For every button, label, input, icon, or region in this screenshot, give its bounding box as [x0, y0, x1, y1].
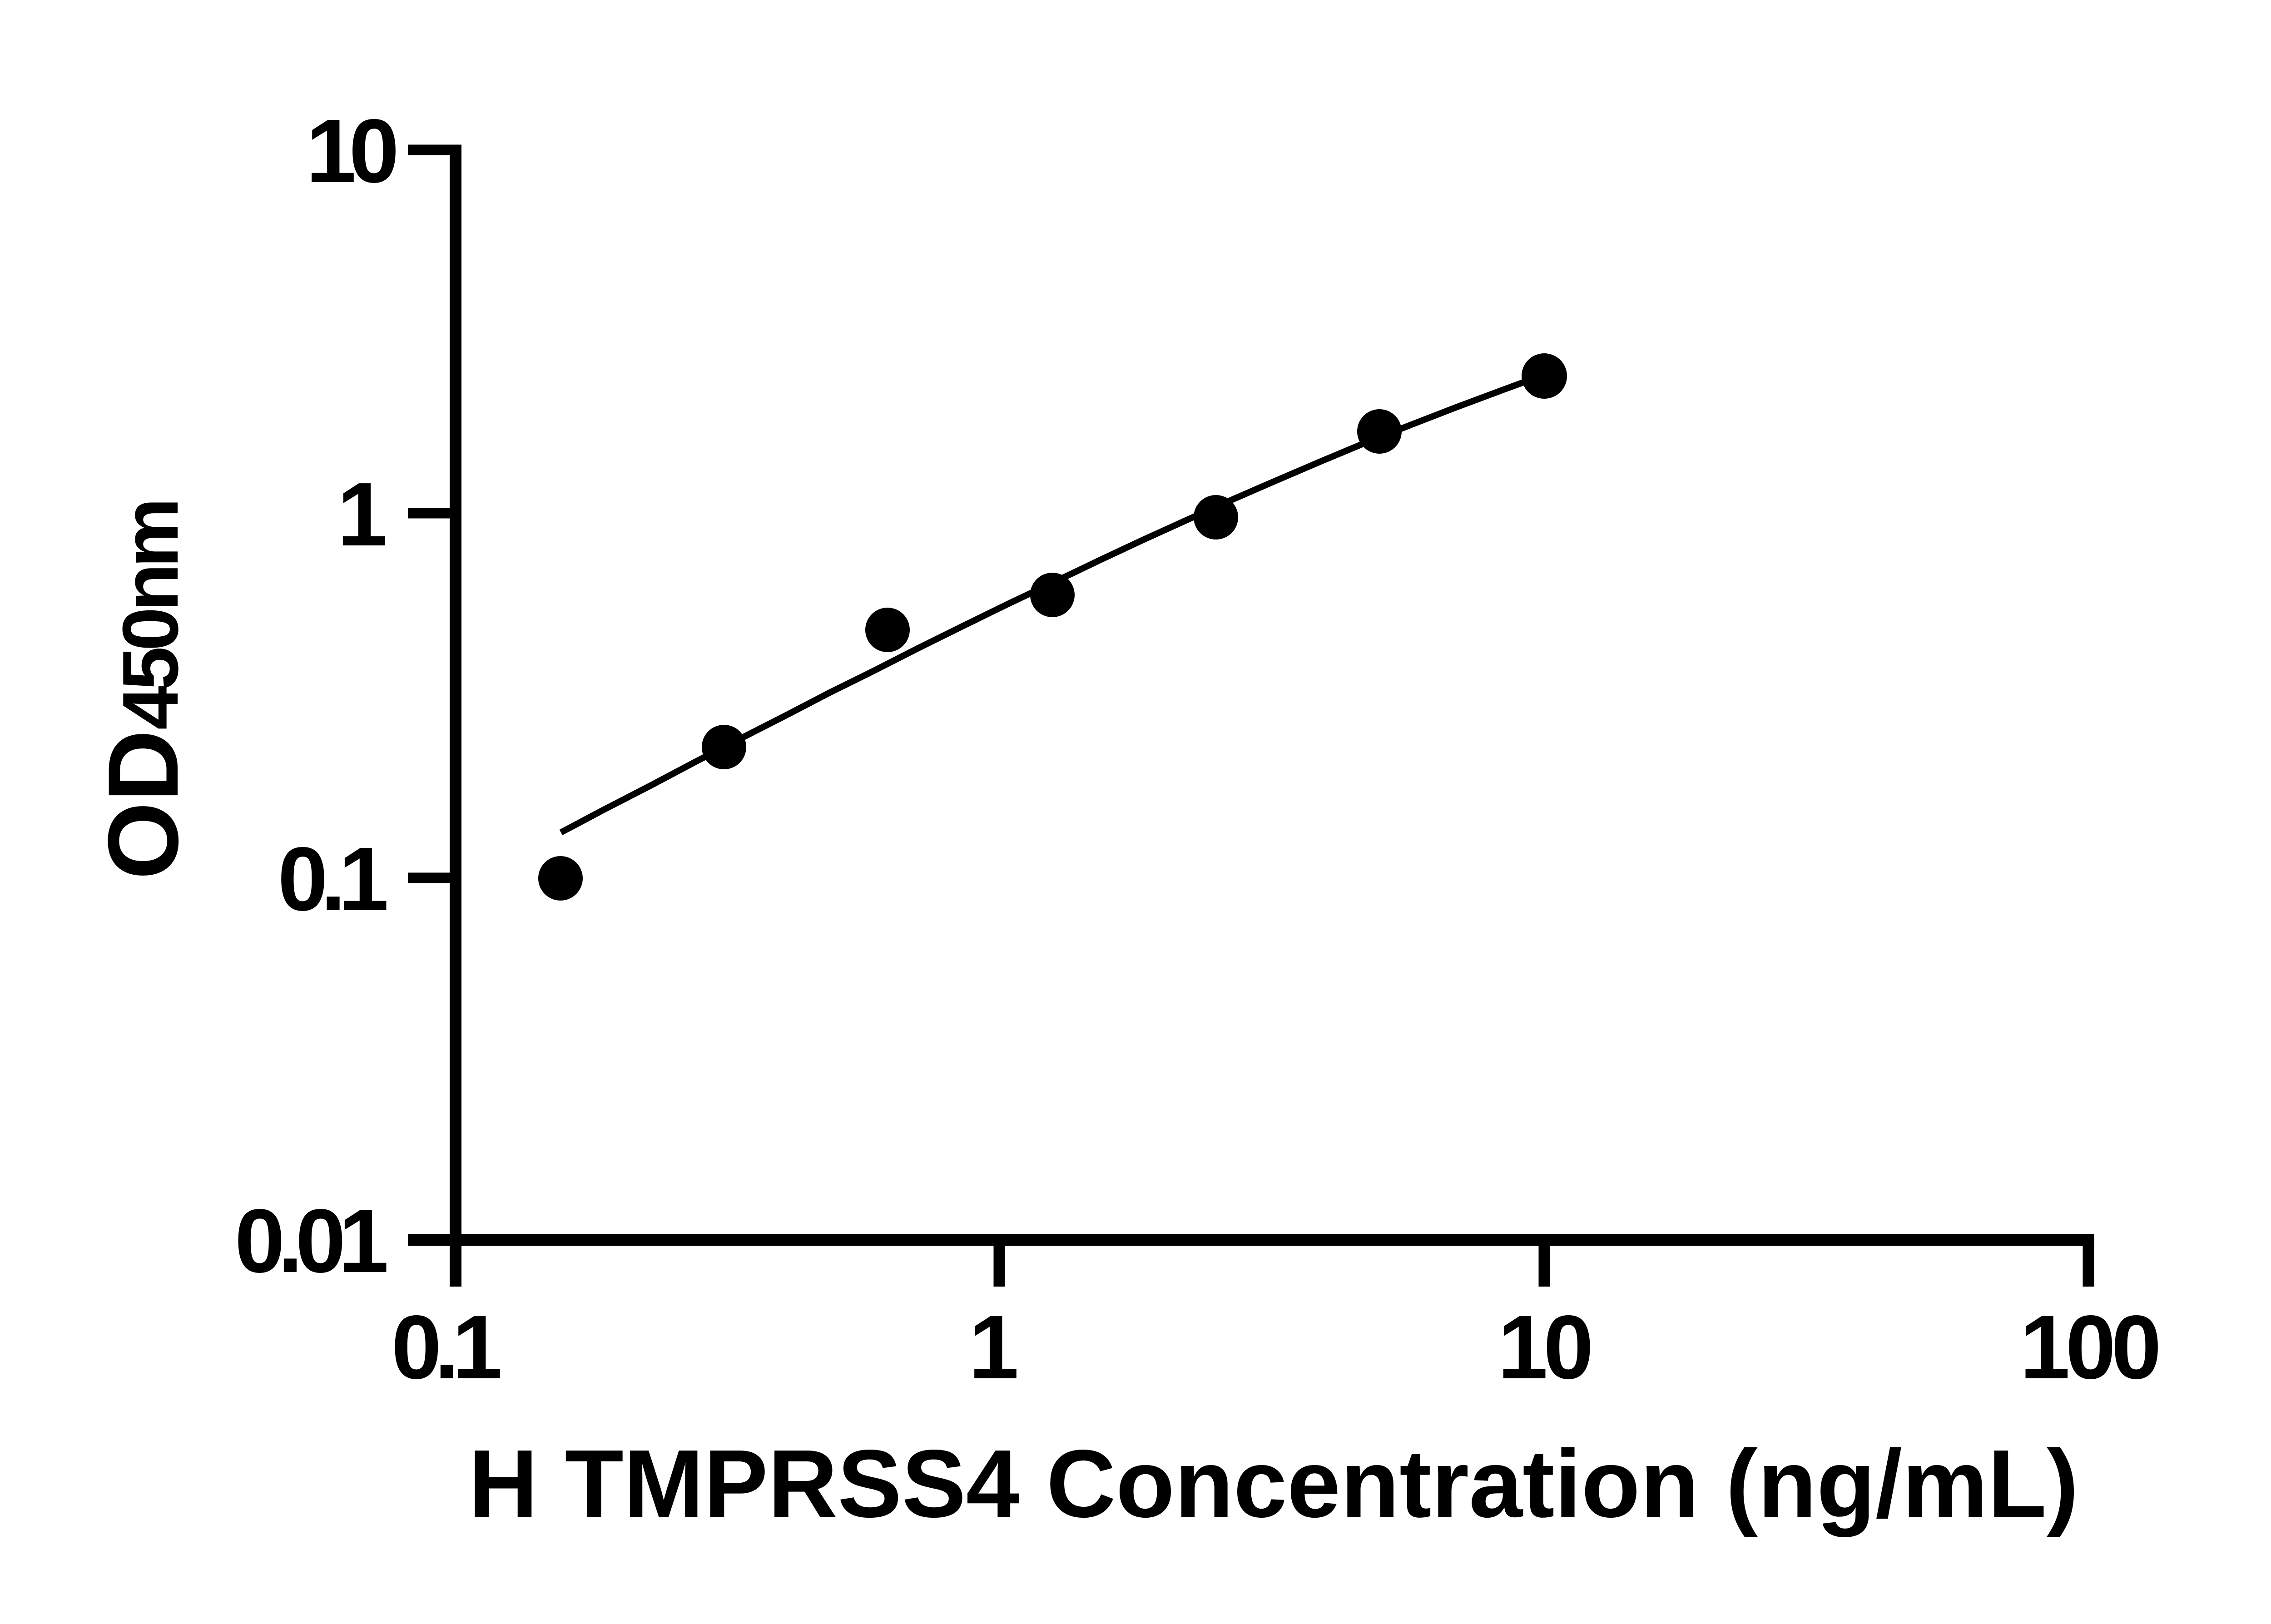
svg-text:1: 1	[337, 464, 387, 565]
svg-text:H TMPRSS4 Concentration (ng/mL: H TMPRSS4 Concentration (ng/mL)	[468, 1430, 2078, 1537]
svg-text:1: 1	[969, 1297, 1019, 1398]
svg-text:100: 100	[2020, 1297, 2158, 1398]
svg-text:10: 10	[1497, 1297, 1590, 1398]
svg-text:OD450nm: OD450nm	[87, 502, 199, 880]
svg-text:10: 10	[306, 101, 396, 202]
svg-text:0.1: 0.1	[278, 829, 387, 930]
svg-text:0.1: 0.1	[392, 1297, 501, 1398]
svg-text:0.01: 0.01	[235, 1191, 387, 1292]
